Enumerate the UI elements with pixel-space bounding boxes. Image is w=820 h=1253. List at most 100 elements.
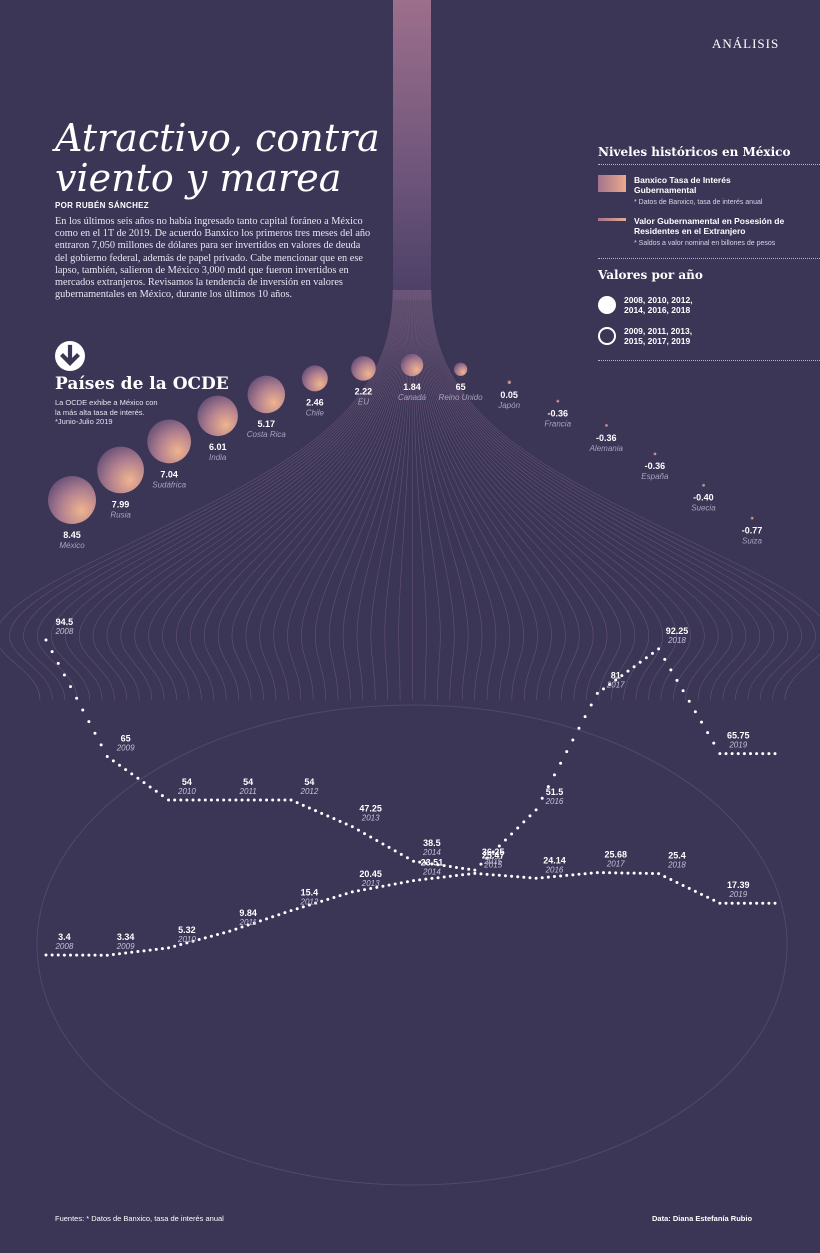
funnel-strand bbox=[428, 289, 775, 701]
rate-dot bbox=[277, 798, 281, 802]
funnel-strand bbox=[430, 289, 816, 701]
rate-dot bbox=[534, 808, 538, 812]
rate-dot bbox=[50, 650, 54, 654]
ocde-country-label: Japón bbox=[497, 401, 520, 410]
year-label: 2009 bbox=[116, 744, 135, 753]
value-dot bbox=[571, 873, 575, 877]
value-dot bbox=[663, 875, 667, 879]
value-dot bbox=[387, 883, 391, 887]
rate-dot bbox=[350, 825, 354, 829]
year-value-label: 25.47 bbox=[482, 850, 505, 860]
value-dot bbox=[399, 881, 403, 885]
year-label: 2018 bbox=[667, 861, 686, 870]
value-dot bbox=[546, 875, 550, 879]
ocde-value-label: 2.22 bbox=[355, 387, 373, 397]
funnel-strand bbox=[414, 289, 469, 701]
ocde-value-label: -0.36 bbox=[547, 409, 568, 419]
rate-dot bbox=[185, 798, 189, 802]
year-label: 2012 bbox=[300, 898, 319, 907]
rate-dot bbox=[344, 822, 348, 826]
value-dot bbox=[583, 872, 587, 876]
rate-dot bbox=[136, 776, 140, 780]
funnel-strand bbox=[425, 289, 719, 701]
value-dot bbox=[522, 875, 526, 879]
funnel-strand bbox=[420, 289, 608, 701]
rate-dot bbox=[663, 657, 667, 661]
rate-dot bbox=[142, 781, 146, 785]
ocde-value-label: -0.77 bbox=[742, 526, 763, 536]
value-dot bbox=[681, 883, 685, 887]
legend-divider bbox=[598, 164, 820, 165]
funnel-strand bbox=[217, 289, 404, 701]
rate-dot bbox=[467, 867, 471, 871]
value-dot bbox=[608, 871, 612, 875]
rate-dot bbox=[540, 796, 544, 800]
year-label: 2019 bbox=[728, 890, 747, 899]
ocde-bubble bbox=[750, 516, 754, 520]
rate-dot bbox=[491, 850, 495, 854]
rate-dot bbox=[191, 798, 195, 802]
year-label: 2018 bbox=[667, 636, 686, 645]
rate-dot bbox=[693, 710, 697, 714]
value-dot bbox=[485, 872, 489, 876]
intro-paragraph: En los últimos seis años no había ingres… bbox=[55, 216, 371, 301]
rate-dot bbox=[160, 794, 164, 798]
value-dot bbox=[436, 876, 440, 880]
rate-dot bbox=[608, 682, 612, 686]
rate-dot bbox=[105, 755, 109, 759]
ocde-country-label: Reino Unido bbox=[439, 393, 484, 402]
rate-dot bbox=[148, 785, 152, 789]
footer-source: Fuentes: * Datos de Banxico, tasa de int… bbox=[55, 1214, 224, 1223]
value-dot bbox=[528, 876, 532, 880]
rate-dot bbox=[234, 798, 238, 802]
bowl-outline bbox=[36, 704, 788, 1186]
funnel-strand bbox=[415, 289, 497, 701]
rate-dot bbox=[632, 665, 636, 669]
value-dot bbox=[234, 927, 238, 931]
value-dot bbox=[105, 953, 109, 957]
value-dot bbox=[87, 953, 91, 957]
funnel-strand bbox=[421, 289, 622, 701]
value-dot bbox=[130, 950, 134, 954]
ocde-country-label: México bbox=[59, 541, 85, 550]
value-dot bbox=[197, 938, 201, 942]
rate-dot bbox=[657, 647, 661, 651]
rate-dot bbox=[669, 668, 673, 672]
rate-dot bbox=[638, 660, 642, 664]
value-dot bbox=[111, 952, 115, 956]
value-dot bbox=[344, 892, 348, 896]
value-dot bbox=[320, 899, 324, 903]
value-dot bbox=[430, 876, 434, 880]
even-years-label: 2008, 2010, 2012, 2014, 2016, 2018 bbox=[624, 295, 693, 315]
rate-dot bbox=[473, 868, 477, 872]
rate-dot bbox=[614, 678, 618, 682]
value-dot bbox=[565, 873, 569, 877]
year-label: 2013 bbox=[361, 814, 380, 823]
rate-dot bbox=[301, 803, 305, 807]
rate-dot bbox=[681, 689, 685, 693]
value-dot bbox=[626, 871, 630, 875]
year-value-label: 47.25 bbox=[359, 804, 382, 814]
rate-dot bbox=[644, 656, 648, 660]
value-dot bbox=[454, 874, 458, 878]
funnel-strand bbox=[427, 289, 761, 701]
funnel-strand bbox=[134, 289, 400, 701]
footer-credit: Data: Diana Estefanía Rubio bbox=[652, 1214, 753, 1223]
value-dot bbox=[497, 873, 501, 877]
rate-dot bbox=[485, 856, 489, 860]
funnel-strand bbox=[426, 289, 733, 701]
rate-dot bbox=[314, 809, 318, 813]
rate-dot bbox=[516, 826, 520, 830]
value-dot bbox=[577, 872, 581, 876]
rate-dot bbox=[381, 842, 385, 846]
rate-dot bbox=[620, 674, 624, 678]
odd-years-label: 2009, 2011, 2013, 2015, 2017, 2019 bbox=[624, 326, 693, 346]
rate-dot bbox=[332, 817, 336, 821]
